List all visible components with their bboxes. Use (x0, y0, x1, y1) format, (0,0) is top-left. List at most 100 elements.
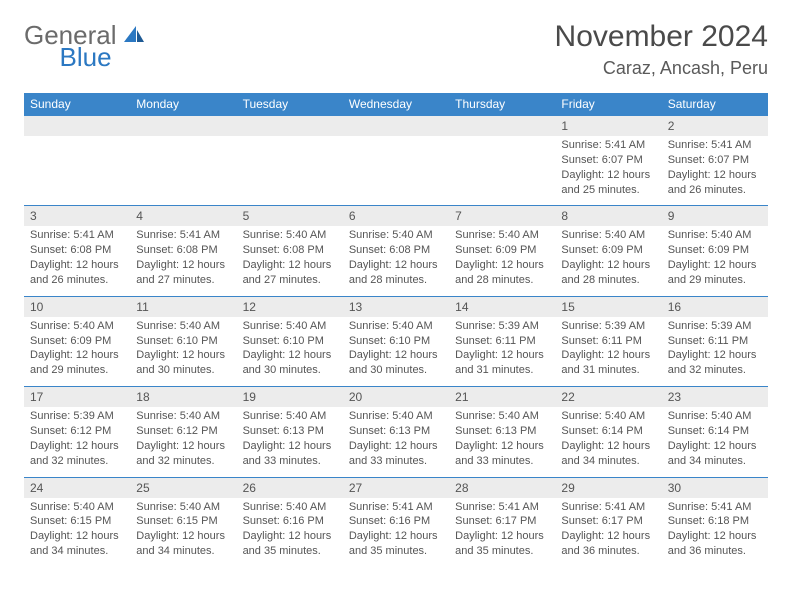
info-row: Sunrise: 5:39 AMSunset: 6:12 PMDaylight:… (24, 407, 768, 476)
daylight-text-2: and 26 minutes. (668, 183, 762, 198)
day-number: 7 (449, 206, 555, 226)
sunrise-text: Sunrise: 5:40 AM (668, 228, 762, 243)
sunrise-text: Sunrise: 5:40 AM (349, 228, 443, 243)
sunrise-text: Sunrise: 5:40 AM (455, 409, 549, 424)
daylight-text-1: Daylight: 12 hours (668, 348, 762, 363)
day-number: 25 (130, 478, 236, 498)
daylight-text-2: and 29 minutes. (30, 363, 124, 378)
day-number: 27 (343, 478, 449, 498)
daylight-text-2: and 27 minutes. (243, 273, 337, 288)
sunrise-text: Sunrise: 5:40 AM (561, 228, 655, 243)
day-number: 22 (555, 387, 661, 407)
daylight-text-2: and 33 minutes. (243, 454, 337, 469)
daylight-text-1: Daylight: 12 hours (243, 348, 337, 363)
sunset-text: Sunset: 6:17 PM (561, 514, 655, 529)
daylight-text-1: Daylight: 12 hours (243, 258, 337, 273)
logo-text-blue: Blue (60, 42, 112, 73)
day-number: 21 (449, 387, 555, 407)
day-info: Sunrise: 5:41 AMSunset: 6:07 PMDaylight:… (662, 136, 768, 205)
daylight-text-1: Daylight: 12 hours (30, 529, 124, 544)
day-number: 15 (555, 297, 661, 317)
daylight-text-2: and 36 minutes. (668, 544, 762, 559)
day-info: Sunrise: 5:40 AMSunset: 6:09 PMDaylight:… (662, 226, 768, 295)
day-info: Sunrise: 5:41 AMSunset: 6:08 PMDaylight:… (24, 226, 130, 295)
daylight-text-2: and 28 minutes. (349, 273, 443, 288)
day-info: Sunrise: 5:40 AMSunset: 6:08 PMDaylight:… (343, 226, 449, 295)
sunrise-text: Sunrise: 5:40 AM (136, 319, 230, 334)
daylight-text-1: Daylight: 12 hours (136, 258, 230, 273)
daylight-text-2: and 32 minutes. (668, 363, 762, 378)
day-number: 6 (343, 206, 449, 226)
daylight-text-2: and 28 minutes. (561, 273, 655, 288)
daylight-text-1: Daylight: 12 hours (561, 529, 655, 544)
sunrise-text: Sunrise: 5:39 AM (668, 319, 762, 334)
weekday-header-row: Sunday Monday Tuesday Wednesday Thursday… (24, 93, 768, 115)
day-info: Sunrise: 5:40 AMSunset: 6:14 PMDaylight:… (555, 407, 661, 476)
day-number: 18 (130, 387, 236, 407)
day-number: 1 (555, 116, 661, 136)
daylight-text-2: and 30 minutes. (136, 363, 230, 378)
daylight-text-1: Daylight: 12 hours (455, 529, 549, 544)
sunrise-text: Sunrise: 5:41 AM (668, 138, 762, 153)
day-number: 11 (130, 297, 236, 317)
day-info: Sunrise: 5:39 AMSunset: 6:11 PMDaylight:… (555, 317, 661, 386)
sunrise-text: Sunrise: 5:40 AM (243, 228, 337, 243)
day-info (24, 136, 130, 205)
daylight-text-1: Daylight: 12 hours (668, 258, 762, 273)
day-number (449, 116, 555, 136)
daylight-text-2: and 32 minutes. (30, 454, 124, 469)
day-info (343, 136, 449, 205)
sunrise-text: Sunrise: 5:40 AM (349, 409, 443, 424)
sunset-text: Sunset: 6:15 PM (136, 514, 230, 529)
sunset-text: Sunset: 6:07 PM (668, 153, 762, 168)
daylight-text-1: Daylight: 12 hours (349, 439, 443, 454)
sunset-text: Sunset: 6:14 PM (668, 424, 762, 439)
info-row: Sunrise: 5:40 AMSunset: 6:15 PMDaylight:… (24, 498, 768, 567)
sunset-text: Sunset: 6:14 PM (561, 424, 655, 439)
day-info: Sunrise: 5:40 AMSunset: 6:09 PMDaylight:… (24, 317, 130, 386)
sunset-text: Sunset: 6:11 PM (561, 334, 655, 349)
day-number: 23 (662, 387, 768, 407)
daylight-text-2: and 35 minutes. (455, 544, 549, 559)
sunset-text: Sunset: 6:07 PM (561, 153, 655, 168)
daylight-text-1: Daylight: 12 hours (136, 529, 230, 544)
weekday-header: Tuesday (237, 93, 343, 115)
day-info: Sunrise: 5:40 AMSunset: 6:09 PMDaylight:… (555, 226, 661, 295)
daynum-bar: 10111213141516 (24, 297, 768, 317)
sunrise-text: Sunrise: 5:39 AM (561, 319, 655, 334)
daylight-text-2: and 31 minutes. (455, 363, 549, 378)
day-info: Sunrise: 5:40 AMSunset: 6:13 PMDaylight:… (449, 407, 555, 476)
sunrise-text: Sunrise: 5:41 AM (668, 500, 762, 515)
day-number: 13 (343, 297, 449, 317)
sunrise-text: Sunrise: 5:40 AM (243, 500, 337, 515)
sunset-text: Sunset: 6:17 PM (455, 514, 549, 529)
daylight-text-1: Daylight: 12 hours (349, 258, 443, 273)
daylight-text-1: Daylight: 12 hours (455, 348, 549, 363)
day-number: 9 (662, 206, 768, 226)
weekday-header: Friday (555, 93, 661, 115)
day-number: 28 (449, 478, 555, 498)
month-title: November 2024 (555, 20, 768, 54)
day-info: Sunrise: 5:39 AMSunset: 6:11 PMDaylight:… (449, 317, 555, 386)
week-row: 3456789Sunrise: 5:41 AMSunset: 6:08 PMDa… (24, 205, 768, 295)
day-info (237, 136, 343, 205)
day-info: Sunrise: 5:41 AMSunset: 6:17 PMDaylight:… (555, 498, 661, 567)
day-number (237, 116, 343, 136)
sunrise-text: Sunrise: 5:41 AM (455, 500, 549, 515)
sunset-text: Sunset: 6:08 PM (30, 243, 124, 258)
daylight-text-2: and 25 minutes. (561, 183, 655, 198)
sunset-text: Sunset: 6:18 PM (668, 514, 762, 529)
day-number: 19 (237, 387, 343, 407)
logo: General Blue (24, 20, 202, 51)
sunrise-text: Sunrise: 5:40 AM (243, 409, 337, 424)
week-row: 10111213141516Sunrise: 5:40 AMSunset: 6:… (24, 296, 768, 386)
day-number: 24 (24, 478, 130, 498)
daylight-text-2: and 28 minutes. (455, 273, 549, 288)
day-info (449, 136, 555, 205)
logo-sail-icon (122, 24, 146, 49)
sunset-text: Sunset: 6:11 PM (455, 334, 549, 349)
day-info: Sunrise: 5:40 AMSunset: 6:15 PMDaylight:… (24, 498, 130, 567)
daylight-text-2: and 36 minutes. (561, 544, 655, 559)
daynum-bar: 24252627282930 (24, 478, 768, 498)
daylight-text-2: and 29 minutes. (668, 273, 762, 288)
